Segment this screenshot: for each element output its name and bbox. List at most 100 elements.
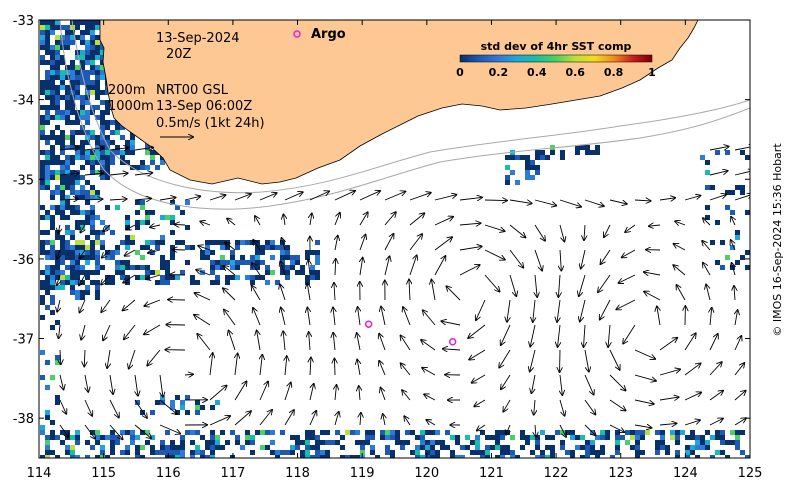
sst-pixel xyxy=(185,245,190,250)
sst-pixel xyxy=(45,230,50,235)
sst-pixel xyxy=(675,450,680,455)
sst-pixel xyxy=(600,445,605,450)
current-vector xyxy=(421,340,436,351)
current-vector xyxy=(584,199,604,206)
sst-pixel xyxy=(55,65,60,70)
sst-pixel xyxy=(90,160,95,165)
sst-pixel xyxy=(135,165,140,170)
sst-pixel xyxy=(265,270,270,275)
sst-pixel xyxy=(170,275,175,280)
sst-pixel xyxy=(110,280,115,285)
sst-pixel xyxy=(60,170,65,175)
sst-pixel xyxy=(215,440,220,445)
sst-pixel xyxy=(235,240,240,245)
sst-pixel xyxy=(65,95,70,100)
current-vector xyxy=(499,349,511,368)
current-vector xyxy=(634,399,654,404)
sst-pixel xyxy=(290,435,295,440)
current-vector xyxy=(109,148,128,150)
current-vector xyxy=(443,349,461,350)
current-vector xyxy=(224,310,236,326)
sst-pixel xyxy=(80,60,85,65)
sst-pixel xyxy=(355,430,360,435)
sst-pixel xyxy=(140,430,145,435)
sst-pixel xyxy=(530,435,535,440)
current-vector xyxy=(58,224,60,233)
sst-pixel xyxy=(100,120,105,125)
sst-pixel xyxy=(590,440,595,445)
sst-pixel xyxy=(420,445,425,450)
sst-pixel xyxy=(55,205,60,210)
sst-pixel xyxy=(640,430,645,435)
sst-pixel xyxy=(65,240,70,245)
colorbar-title: std dev of 4hr SST comp xyxy=(481,40,632,53)
current-vector xyxy=(409,213,424,226)
sst-pixel xyxy=(70,280,75,285)
sst-pixel xyxy=(190,455,195,458)
sst-pixel xyxy=(720,440,725,445)
sst-pixel xyxy=(100,65,105,70)
sst-pixel xyxy=(565,450,570,455)
sst-pixel xyxy=(85,80,90,85)
current-vector xyxy=(175,224,186,225)
colorbar xyxy=(459,54,653,63)
sst-pixel xyxy=(125,240,130,245)
current-vector xyxy=(534,224,545,241)
current-vector xyxy=(560,374,562,395)
sst-pixel xyxy=(115,440,120,445)
sst-pixel xyxy=(495,435,500,440)
sst-pixel xyxy=(45,450,50,455)
current-vector xyxy=(535,424,536,437)
current-vector xyxy=(534,399,535,415)
sst-pixel xyxy=(60,440,65,445)
sst-pixel xyxy=(700,440,705,445)
sst-pixel xyxy=(95,105,100,110)
sst-pixel xyxy=(290,260,295,265)
sst-pixel xyxy=(70,75,75,80)
current-vector xyxy=(123,299,136,310)
sst-pixel xyxy=(120,430,125,435)
current-vector xyxy=(534,199,556,206)
sst-pixel xyxy=(95,290,100,295)
current-vector xyxy=(84,199,102,200)
sst-pixel xyxy=(145,430,150,435)
sst-pixel xyxy=(50,275,55,280)
current-vector xyxy=(260,355,262,376)
sst-pixel xyxy=(215,240,220,245)
sst-pixel xyxy=(185,200,190,205)
sst-pixel xyxy=(200,450,205,455)
sst-pixel xyxy=(130,240,135,245)
sst-pixel xyxy=(55,320,60,325)
sst-pixel xyxy=(75,430,80,435)
current-vectors xyxy=(57,146,750,439)
current-vector xyxy=(484,274,500,292)
sst-pixel xyxy=(70,40,75,45)
sst-pixel xyxy=(70,170,75,175)
current-vector xyxy=(200,221,211,225)
sst-pixel xyxy=(65,45,70,50)
sst-pixel xyxy=(560,150,565,155)
sst-pixel xyxy=(210,445,215,450)
current-vector xyxy=(734,286,735,301)
sst-pixel xyxy=(505,155,510,160)
sst-pixel xyxy=(530,450,535,455)
sst-pixel xyxy=(150,155,155,160)
sst-pixel xyxy=(65,245,70,250)
sst-pixel xyxy=(140,255,145,260)
sst-pixel xyxy=(185,410,190,415)
current-vector xyxy=(659,338,677,351)
sst-pixel xyxy=(160,240,165,245)
sst-pixel xyxy=(45,275,50,280)
sst-pixel xyxy=(55,355,60,360)
sst-pixel xyxy=(270,450,275,455)
sst-pixel xyxy=(65,165,70,170)
sst-pixel xyxy=(360,440,365,445)
sst-pixel xyxy=(315,255,320,260)
sst-pixel xyxy=(45,440,50,445)
sst-pixel xyxy=(625,440,630,445)
sst-pixel xyxy=(300,270,305,275)
sst-pixel xyxy=(80,130,85,135)
sst-pixel xyxy=(695,435,700,440)
sst-pixel xyxy=(75,130,80,135)
argo-legend-marker xyxy=(293,30,301,38)
